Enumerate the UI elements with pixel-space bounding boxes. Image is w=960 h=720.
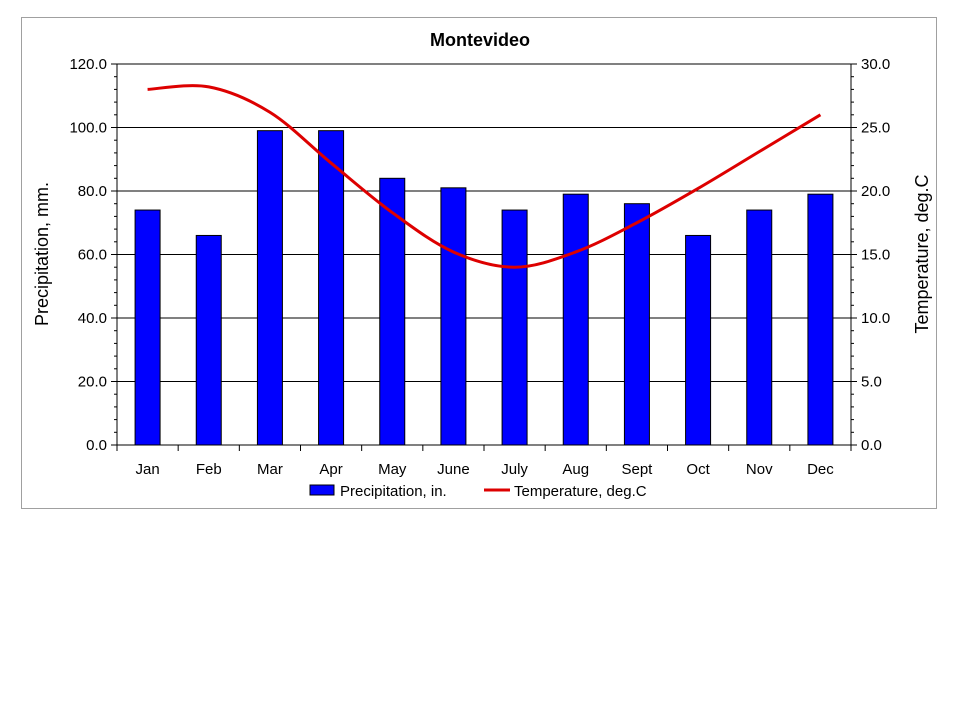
precipitation-bar <box>623 203 650 446</box>
x-tick-label: Apr <box>319 461 342 478</box>
precipitation-bar <box>501 209 528 446</box>
precipitation-bar <box>807 193 834 446</box>
x-tick-label: Sept <box>621 461 653 478</box>
precipitation-bar <box>195 234 222 446</box>
grid-lines <box>117 63 851 382</box>
axes: 0.0 0.0 20.0 5.0 40.0 10.0 60.0 15.0 80.0 20.0 100… <box>69 56 890 478</box>
x-tick-label: Nov <box>746 461 773 478</box>
precipitation-bar <box>256 130 283 446</box>
x-tick-label: June <box>437 461 470 478</box>
x-tick-label: Dec <box>807 461 834 478</box>
y-axis-left-title: Precipitation, mm. <box>32 182 52 326</box>
precipitation-bar <box>562 193 589 446</box>
precipitation-bar <box>379 177 406 446</box>
x-tick-label: Mar <box>257 461 283 478</box>
y-axis-right-title: Temperature, deg.C <box>912 174 932 333</box>
legend: Precipitation, in. Temperature, deg.C <box>309 483 647 500</box>
y-left-tick-label: 40.0 <box>78 310 107 327</box>
y-right-tick-label: 30.0 <box>861 56 890 73</box>
legend-precipitation-swatch <box>309 484 335 496</box>
x-tick-label: July <box>501 461 528 478</box>
y-left-tick-label: 80.0 <box>78 183 107 200</box>
precipitation-bar <box>440 187 467 446</box>
y-right-tick-label: 25.0 <box>861 120 890 137</box>
precipitation-bar <box>134 209 161 446</box>
y-right-tick-label: 20.0 <box>861 183 890 200</box>
x-tick-label: Jan <box>135 461 159 478</box>
x-tick-label: Oct <box>686 461 710 478</box>
temperature-line <box>147 84 822 269</box>
precipitation-bar <box>318 130 345 446</box>
line-series <box>147 84 822 269</box>
y-left-tick-label: 0.0 <box>86 437 107 454</box>
y-right-tick-label: 5.0 <box>861 374 882 391</box>
y-left-tick-label: 120.0 <box>69 56 107 73</box>
legend-temperature-label: Temperature, deg.C <box>514 483 647 500</box>
y-right-tick-label: 0.0 <box>861 437 882 454</box>
x-tick-label: May <box>378 461 407 478</box>
bar-series <box>134 130 834 446</box>
x-tick-label: Aug <box>562 461 589 478</box>
legend-precipitation-label: Precipitation, in. <box>340 483 447 500</box>
chart-title: Montevideo <box>430 30 530 50</box>
y-left-tick-label: 60.0 <box>78 247 107 264</box>
x-tick-label: Feb <box>196 461 222 478</box>
y-right-tick-label: 10.0 <box>861 310 890 327</box>
y-left-tick-label: 100.0 <box>69 120 107 137</box>
y-left-tick-label: 20.0 <box>78 374 107 391</box>
y-right-tick-label: 15.0 <box>861 247 890 264</box>
precipitation-bar <box>685 234 712 446</box>
precipitation-bar <box>746 209 773 446</box>
